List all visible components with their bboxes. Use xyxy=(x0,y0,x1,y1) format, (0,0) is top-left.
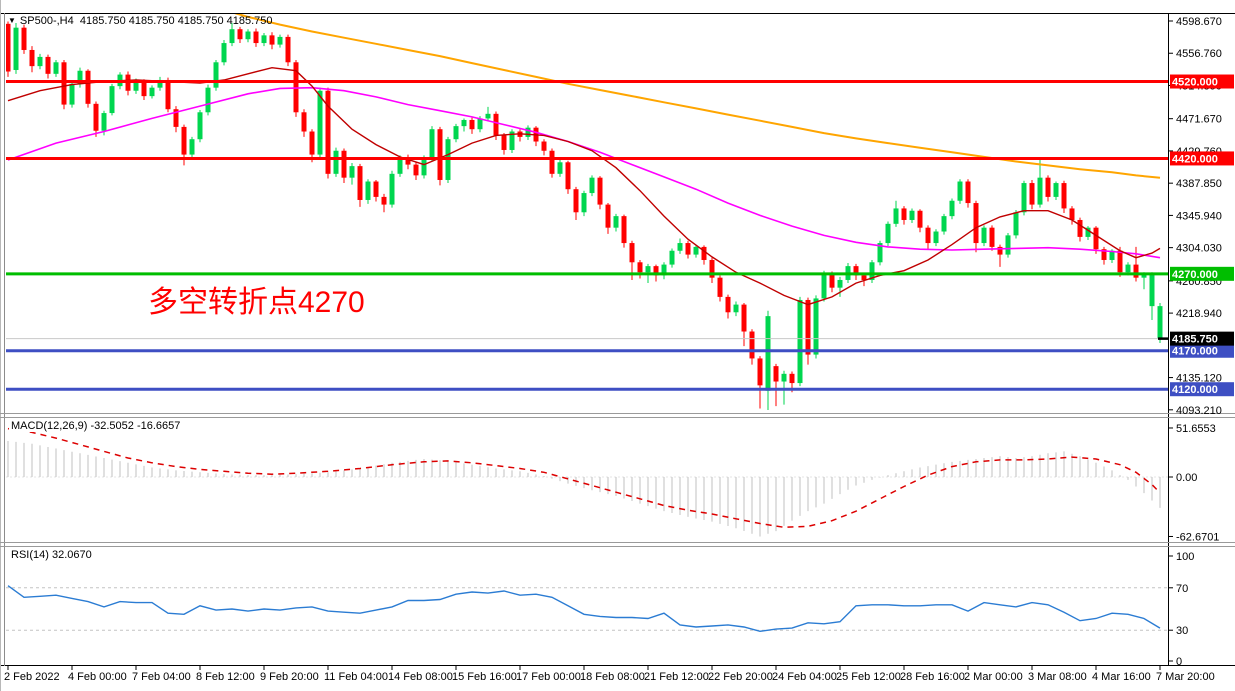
svg-text:4270.000: 4270.000 xyxy=(1172,269,1218,281)
svg-text:51.6553: 51.6553 xyxy=(1176,423,1216,435)
svg-text:-62.6701: -62.6701 xyxy=(1176,531,1219,543)
svg-text:0.00: 0.00 xyxy=(1176,472,1197,484)
rsi-indicator-label: RSI(14) 32.0670 xyxy=(9,549,94,561)
svg-text:4170.000: 4170.000 xyxy=(1172,346,1218,358)
rsi-panel xyxy=(6,585,1168,633)
svg-text:11 Feb 04:00: 11 Feb 04:00 xyxy=(324,671,388,683)
annotation-text: 多空转折点4270 xyxy=(148,286,365,319)
moving-averages-layer xyxy=(7,14,1161,306)
svg-text:9 Feb 20:00: 9 Feb 20:00 xyxy=(260,671,319,683)
svg-text:28 Feb 16:00: 28 Feb 16:00 xyxy=(900,671,965,683)
svg-text:25 Feb 12:00: 25 Feb 12:00 xyxy=(836,671,901,683)
svg-text:30: 30 xyxy=(1176,625,1188,637)
svg-text:4135.120: 4135.120 xyxy=(1176,373,1222,385)
svg-text:4556.760: 4556.760 xyxy=(1176,48,1222,60)
svg-text:21 Feb 12:00: 21 Feb 12:00 xyxy=(644,671,709,683)
svg-text:17 Feb 00:00: 17 Feb 00:00 xyxy=(516,671,581,683)
svg-text:7 Mar 20:00: 7 Mar 20:00 xyxy=(1156,671,1215,683)
time-axis: 2 Feb 2022 4 Feb 00:00 7 Feb 04:00 8 Feb 12… xyxy=(4,666,1215,683)
price-badges: 4520.000 4420.000 4270.000 4170.000 4120.000… xyxy=(1170,74,1234,397)
svg-text:7 Feb 04:00: 7 Feb 04:00 xyxy=(132,671,191,683)
svg-text:4 Mar 16:00: 4 Mar 16:00 xyxy=(1092,671,1151,683)
svg-text:4387.850: 4387.850 xyxy=(1176,178,1222,190)
svg-text:4093.210: 4093.210 xyxy=(1176,405,1222,417)
svg-text:4185.750: 4185.750 xyxy=(1172,334,1218,346)
svg-text:4520.000: 4520.000 xyxy=(1172,77,1218,89)
horizontal-lines-layer xyxy=(6,80,1168,391)
dropdown-arrow-icon[interactable]: ▼ xyxy=(8,16,16,25)
chart-title-text: SP500-,H4 4185.750 4185.750 4185.750 418… xyxy=(19,15,273,27)
macd-panel xyxy=(6,427,1168,537)
svg-text:4120.000: 4120.000 xyxy=(1172,384,1218,396)
svg-text:4598.670: 4598.670 xyxy=(1176,16,1222,28)
svg-text:18 Feb 08:00: 18 Feb 08:00 xyxy=(580,671,645,683)
svg-text:4345.940: 4345.940 xyxy=(1176,210,1222,222)
svg-text:15 Feb 16:00: 15 Feb 16:00 xyxy=(452,671,517,683)
chart-title: ▼ SP500-,H4 4185.750 4185.750 4185.750 41… xyxy=(8,15,273,27)
svg-text:4218.940: 4218.940 xyxy=(1176,308,1222,320)
svg-text:14 Feb 08:00: 14 Feb 08:00 xyxy=(388,671,453,683)
svg-text:4 Feb 00:00: 4 Feb 00:00 xyxy=(68,671,127,683)
svg-text:22 Feb 20:00: 22 Feb 20:00 xyxy=(708,671,773,683)
svg-text:8 Feb 12:00: 8 Feb 12:00 xyxy=(196,671,255,683)
svg-text:70: 70 xyxy=(1176,583,1188,595)
svg-text:100: 100 xyxy=(1176,551,1194,563)
svg-text:0: 0 xyxy=(1176,656,1182,668)
svg-text:3 Mar 08:00: 3 Mar 08:00 xyxy=(1028,671,1087,683)
svg-text:4420.000: 4420.000 xyxy=(1172,153,1218,165)
svg-text:4304.030: 4304.030 xyxy=(1176,243,1222,255)
svg-text:4471.670: 4471.670 xyxy=(1176,114,1222,126)
macd-indicator-label: MACD(12,26,9) -32.5052 -16.6657 xyxy=(9,420,183,432)
svg-text:2 Feb 2022: 2 Feb 2022 xyxy=(4,671,60,683)
svg-text:2 Mar 00:00: 2 Mar 00:00 xyxy=(964,671,1023,683)
svg-text:24 Feb 04:00: 24 Feb 04:00 xyxy=(772,671,837,683)
